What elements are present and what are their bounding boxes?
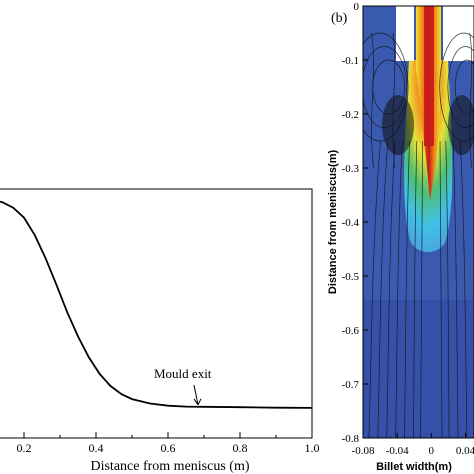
line-chart-panel: 0.2 0.4 0.6 0.8 1.0 Mould exit Distance from… [0, 188, 320, 474]
streamline [368, 140, 381, 438]
panel-label: (b) [331, 11, 348, 26]
nozzle-wall-right [443, 6, 474, 61]
x-axis-label: Distance from meniscus (m) [90, 459, 249, 474]
y-tick-label: -0.4 [342, 217, 360, 229]
annotation-arrow [193, 384, 202, 406]
streamlines [363, 32, 474, 438]
x-tick-label: 0.2 [17, 441, 32, 455]
x-tick-label: 0 [429, 445, 435, 457]
streamline [469, 32, 473, 169]
streamline [395, 140, 403, 438]
streamline [413, 140, 418, 438]
streamline [439, 140, 443, 438]
streamline [377, 140, 389, 438]
vortex-right [448, 95, 474, 155]
x-tick-label: 0.8 [233, 441, 248, 455]
recirculation-loop [363, 32, 409, 142]
y-tick-label: -0.5 [342, 271, 360, 283]
jet-center [424, 6, 434, 146]
x-axis: -0.08 -0.04 0 0.04 [352, 433, 474, 457]
y-tick-label: -0.2 [342, 109, 359, 121]
streamline [420, 140, 423, 438]
series-line [0, 200, 312, 409]
x-tick-label: 0.6 [161, 441, 176, 455]
streamline [371, 32, 374, 169]
y-axis: 0 -0.1 -0.2 -0.3 -0.4 -0.5 -0.6 -0.7 -0.8 [342, 1, 368, 445]
x-tick-label: 0.4 [89, 441, 104, 455]
y-tick-label: -0.6 [342, 325, 360, 337]
nozzle-wall-left [396, 6, 414, 61]
y-axis-label: Distance from meniscus(m) [327, 150, 339, 295]
streamline [445, 140, 450, 438]
contour-panel: 0 -0.1 -0.2 -0.3 -0.4 -0.5 -0.6 -0.7 -0.8 -0.08-… [327, 1, 474, 473]
streamline [386, 140, 396, 438]
x-tick-label: 1.0 [305, 441, 320, 455]
y-tick-label: 0 [354, 1, 360, 13]
y-tick-label: -0.1 [342, 55, 359, 67]
x-tick-label: 0.04 [456, 445, 474, 457]
y-tick-label: -0.3 [342, 163, 360, 175]
y-tick-label: -0.8 [342, 433, 360, 445]
streamline [459, 140, 468, 438]
contour-background-shade [363, 300, 474, 438]
x-axis-label: Billet width(m) [376, 461, 452, 473]
x-axis: 0.2 0.4 0.6 0.8 1.0 [17, 432, 320, 455]
x-tick-label: -0.04 [386, 445, 409, 457]
streamline [404, 140, 410, 438]
mould-exit-annotation: Mould exit [154, 366, 212, 381]
plot-frame [0, 188, 313, 439]
x-tick-label: -0.08 [352, 445, 375, 457]
y-tick-label: -0.7 [342, 379, 360, 391]
streamline [452, 140, 459, 438]
vortex-left [382, 95, 414, 155]
